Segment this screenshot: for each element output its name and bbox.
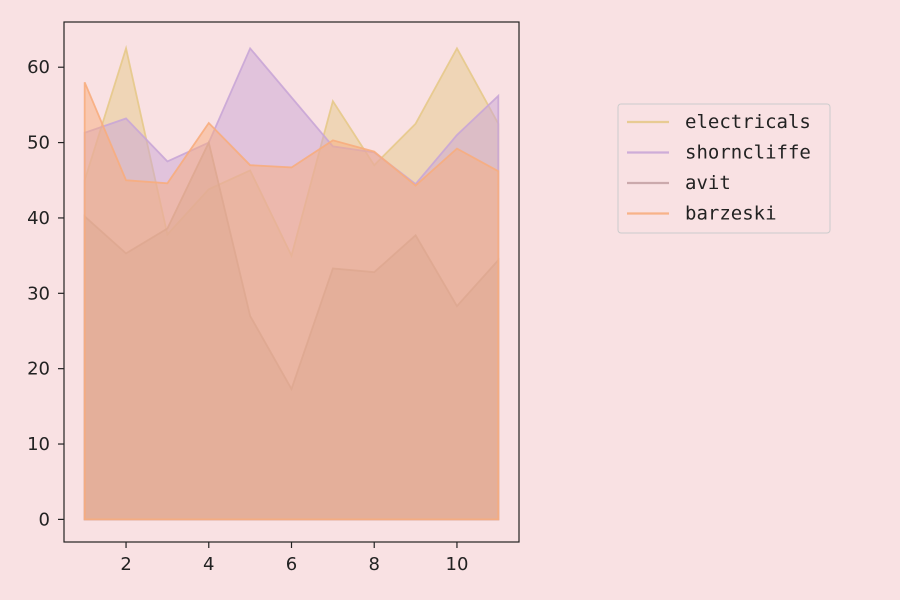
- y-tick-label: 40: [27, 208, 50, 229]
- plot-areas: [83, 44, 500, 521]
- legend: electricals shorncliffe avit barzeski: [617, 103, 831, 234]
- y-tick-label: 10: [27, 434, 50, 455]
- y-axis: 0 10 20 30 40 50 60: [27, 57, 64, 530]
- y-tick-label: 60: [27, 57, 50, 78]
- legend-label-barzeski: barzeski: [685, 203, 777, 225]
- y-tick-label: 0: [39, 509, 50, 530]
- x-tick-label: 6: [286, 554, 297, 575]
- x-tick-label: 4: [203, 554, 214, 575]
- x-tick-label: 8: [369, 554, 380, 575]
- y-tick-label: 50: [27, 133, 50, 154]
- x-axis: 2 4 6 8 10: [120, 542, 468, 575]
- legend-label-avit: avit: [685, 172, 731, 194]
- y-tick-label: 30: [27, 283, 50, 304]
- legend-label-electricals: electricals: [685, 111, 811, 133]
- y-tick-label: 20: [27, 359, 50, 380]
- legend-box: [617, 103, 831, 234]
- x-tick-label: 10: [446, 554, 469, 575]
- series-area-barzeski: [83, 81, 500, 521]
- x-tick-label: 2: [120, 554, 131, 575]
- legend-label-shorncliffe: shorncliffe: [685, 142, 811, 164]
